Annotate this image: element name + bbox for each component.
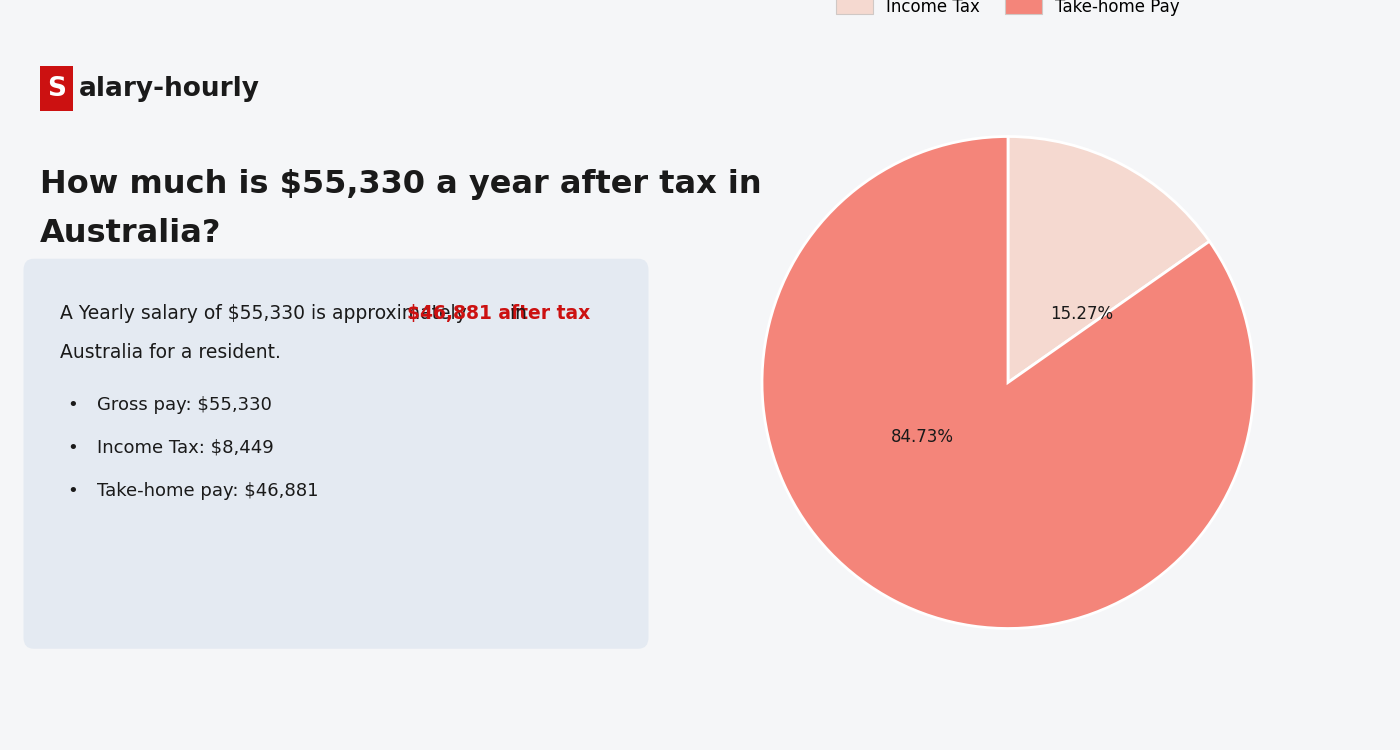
- Text: Gross pay: $55,330: Gross pay: $55,330: [98, 396, 273, 414]
- Text: $46,881 after tax: $46,881 after tax: [406, 304, 589, 322]
- Text: in: in: [504, 304, 526, 322]
- Text: •: •: [67, 396, 78, 414]
- Text: Income Tax: $8,449: Income Tax: $8,449: [98, 439, 274, 457]
- Text: •: •: [67, 439, 78, 457]
- Text: 15.27%: 15.27%: [1050, 304, 1113, 322]
- Text: Take-home pay: $46,881: Take-home pay: $46,881: [98, 482, 319, 500]
- Text: A Yearly salary of $55,330 is approximately: A Yearly salary of $55,330 is approximat…: [60, 304, 473, 322]
- Text: Australia for a resident.: Australia for a resident.: [60, 343, 281, 362]
- FancyBboxPatch shape: [39, 66, 73, 111]
- Text: 84.73%: 84.73%: [890, 427, 953, 445]
- Text: S: S: [48, 76, 66, 101]
- Text: •: •: [67, 482, 78, 500]
- Text: How much is $55,330 a year after tax in: How much is $55,330 a year after tax in: [41, 169, 762, 200]
- Legend: Income Tax, Take-home Pay: Income Tax, Take-home Pay: [830, 0, 1186, 22]
- Wedge shape: [762, 136, 1254, 628]
- FancyBboxPatch shape: [24, 259, 648, 649]
- Wedge shape: [1008, 136, 1210, 382]
- Text: alary-hourly: alary-hourly: [80, 76, 260, 101]
- Text: Australia?: Australia?: [41, 217, 221, 248]
